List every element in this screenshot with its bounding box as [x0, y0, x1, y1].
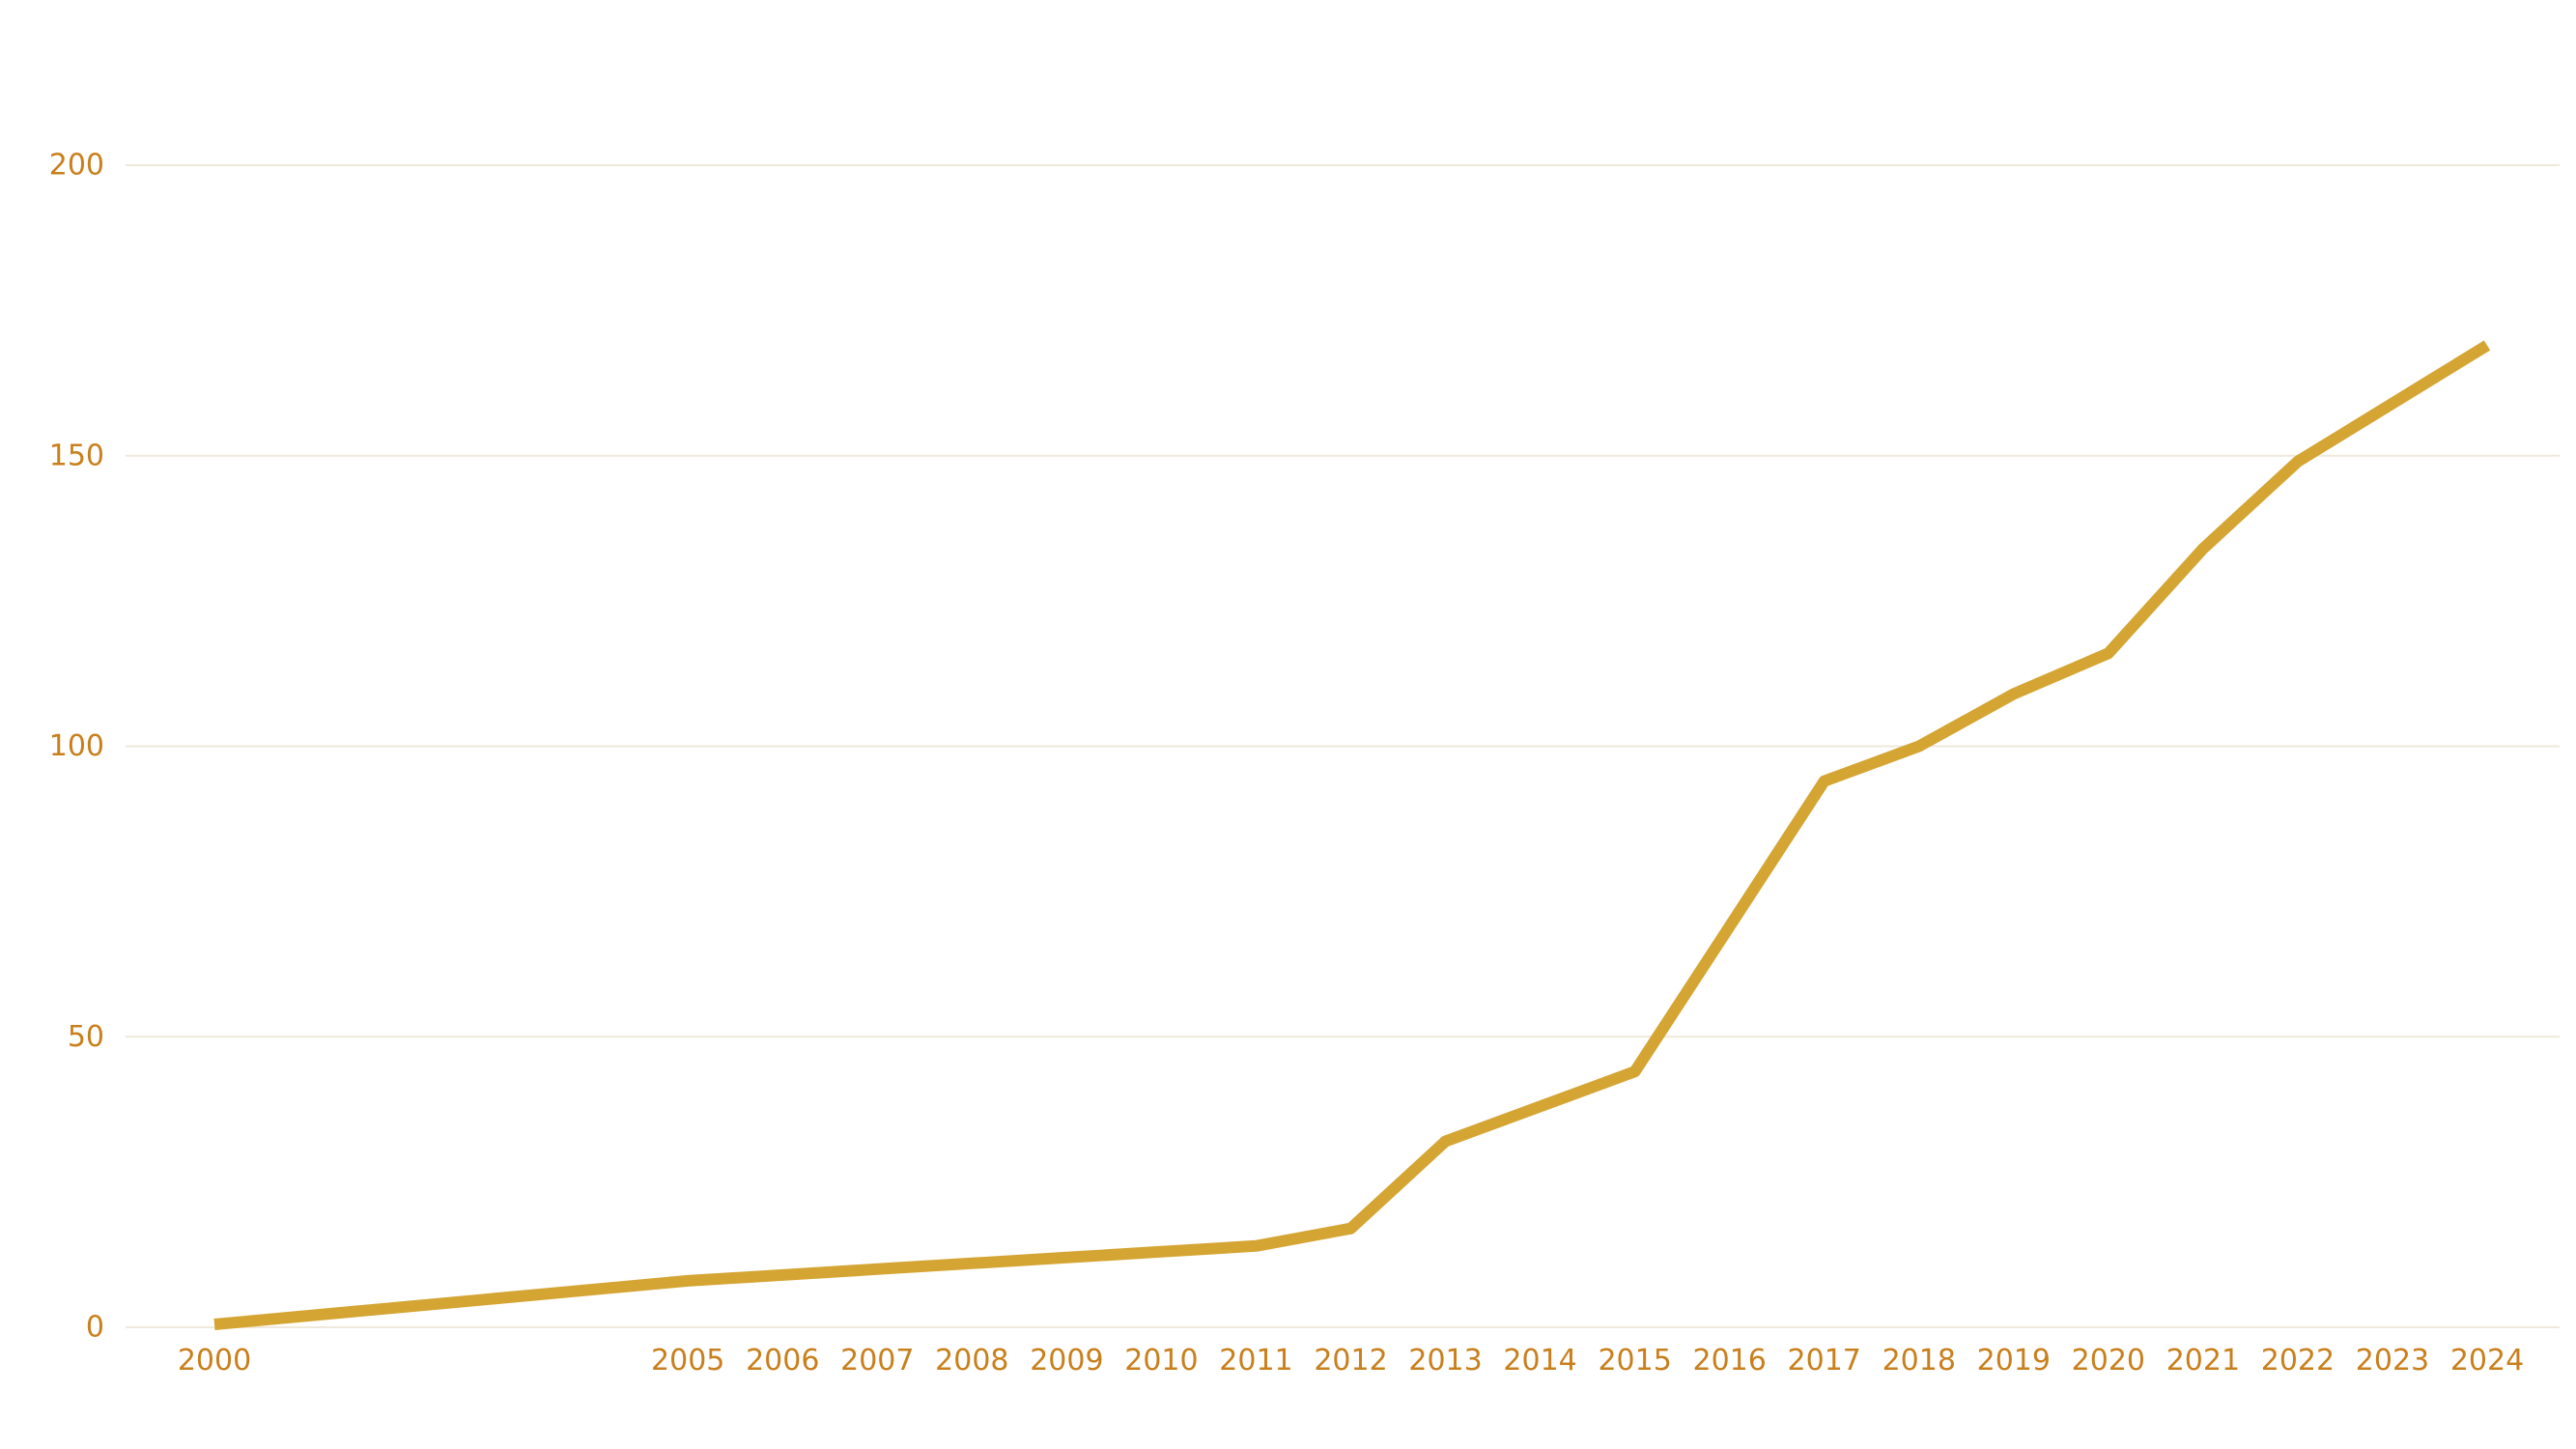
- x-tick-label: 2008: [935, 1344, 1008, 1378]
- x-tick-label: 2010: [1124, 1344, 1198, 1378]
- y-tick-label: 0: [86, 1311, 104, 1345]
- y-tick-label: 150: [49, 439, 104, 472]
- x-tick-label: 2000: [178, 1344, 251, 1378]
- y-tick-label: 50: [68, 1020, 104, 1054]
- x-axis-tick-labels: 2000 2005 2006 2007 2008 2009 2010 2011 2012 2013…: [178, 1344, 2524, 1378]
- x-tick-label: 2019: [1977, 1344, 2051, 1378]
- y-axis-tick-labels: 0 50 100 150 200: [49, 149, 104, 1345]
- x-tick-label: 2011: [1219, 1344, 1292, 1378]
- x-tick-label: 2024: [2450, 1344, 2524, 1378]
- x-tick-label: 2017: [1788, 1344, 1861, 1378]
- x-tick-label: 2015: [1598, 1344, 1671, 1378]
- series-line: [213, 340, 2491, 1330]
- x-tick-label: 2020: [2072, 1344, 2145, 1378]
- grid-lines: [126, 164, 2560, 1328]
- x-tick-label: 2009: [1030, 1344, 1103, 1378]
- x-tick-label: 2012: [1314, 1344, 1387, 1378]
- x-tick-label: 2022: [2261, 1344, 2335, 1378]
- x-tick-label: 2007: [840, 1344, 914, 1378]
- y-tick-label: 200: [49, 149, 104, 183]
- x-tick-label: 2016: [1692, 1344, 1766, 1378]
- x-tick-label: 2021: [2166, 1344, 2240, 1378]
- x-tick-label: 2018: [1882, 1344, 1956, 1378]
- x-tick-label: 2013: [1408, 1344, 1482, 1378]
- x-tick-label: 2005: [651, 1344, 724, 1378]
- x-tick-label: 2023: [2356, 1344, 2429, 1378]
- x-tick-label: 2014: [1503, 1344, 1576, 1378]
- x-tick-label: 2006: [746, 1344, 819, 1378]
- y-tick-label: 100: [49, 729, 104, 763]
- series-group: [213, 340, 2491, 1330]
